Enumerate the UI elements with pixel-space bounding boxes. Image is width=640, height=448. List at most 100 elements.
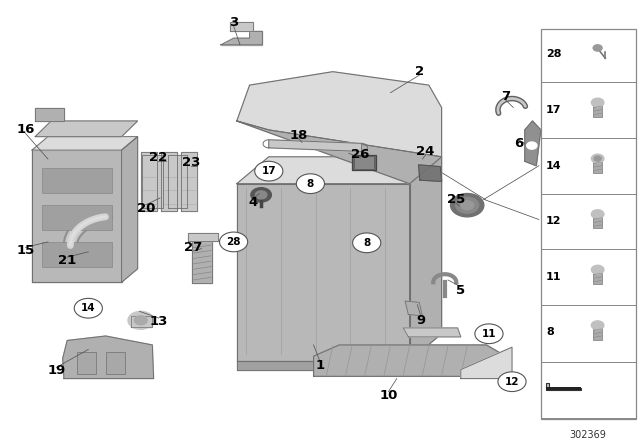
- Circle shape: [591, 154, 604, 163]
- Text: 9: 9: [417, 314, 426, 327]
- Text: 25: 25: [447, 193, 465, 206]
- Circle shape: [353, 233, 381, 253]
- Text: 20: 20: [137, 202, 155, 215]
- Bar: [593, 103, 602, 117]
- Circle shape: [527, 142, 537, 149]
- Text: 4: 4: [248, 196, 257, 209]
- Bar: [106, 352, 125, 374]
- Circle shape: [128, 311, 154, 329]
- Polygon shape: [230, 22, 253, 31]
- Bar: [546, 387, 581, 390]
- Circle shape: [456, 197, 479, 213]
- Circle shape: [594, 156, 601, 161]
- Polygon shape: [142, 155, 163, 208]
- Text: 15: 15: [17, 244, 35, 258]
- Text: 8: 8: [363, 238, 371, 248]
- Text: 12: 12: [546, 216, 561, 226]
- Circle shape: [591, 98, 604, 107]
- Bar: [593, 159, 602, 173]
- Polygon shape: [405, 301, 422, 316]
- Bar: [593, 270, 602, 284]
- Circle shape: [591, 265, 604, 274]
- Bar: [541, 29, 636, 419]
- Circle shape: [591, 210, 604, 219]
- Circle shape: [451, 194, 484, 217]
- Text: 5: 5: [456, 284, 465, 297]
- Text: 13: 13: [150, 315, 168, 328]
- Text: 28: 28: [546, 49, 561, 59]
- Text: 21: 21: [58, 254, 76, 267]
- Text: 10: 10: [380, 388, 397, 402]
- Polygon shape: [63, 336, 154, 379]
- Polygon shape: [237, 361, 410, 370]
- Text: 12: 12: [505, 377, 519, 387]
- Polygon shape: [122, 137, 138, 282]
- Bar: [42, 205, 112, 230]
- Polygon shape: [525, 121, 541, 166]
- Polygon shape: [141, 152, 157, 211]
- Polygon shape: [237, 121, 442, 184]
- Polygon shape: [546, 383, 581, 390]
- Text: 28: 28: [227, 237, 241, 247]
- Polygon shape: [32, 137, 138, 150]
- Text: 3: 3: [229, 16, 238, 29]
- Circle shape: [296, 174, 324, 194]
- Polygon shape: [161, 152, 177, 211]
- Text: 11: 11: [482, 329, 496, 339]
- Circle shape: [134, 316, 147, 325]
- Bar: [42, 242, 112, 267]
- Circle shape: [255, 191, 267, 199]
- Text: 16: 16: [17, 123, 35, 137]
- Polygon shape: [237, 184, 410, 361]
- Text: 17: 17: [262, 166, 276, 176]
- Text: 7: 7: [501, 90, 510, 103]
- Circle shape: [220, 232, 248, 252]
- Text: 19: 19: [47, 364, 65, 378]
- Circle shape: [255, 161, 283, 181]
- Polygon shape: [461, 347, 512, 379]
- Text: 6: 6: [514, 137, 523, 150]
- Polygon shape: [269, 140, 362, 151]
- Polygon shape: [237, 72, 442, 157]
- Polygon shape: [410, 157, 442, 361]
- Text: 8: 8: [307, 179, 314, 189]
- Polygon shape: [352, 155, 376, 170]
- Text: 2: 2: [415, 65, 424, 78]
- Text: 26: 26: [351, 148, 369, 161]
- Polygon shape: [181, 152, 197, 211]
- Polygon shape: [35, 108, 64, 121]
- Polygon shape: [192, 238, 212, 283]
- Polygon shape: [419, 165, 442, 181]
- Text: 1: 1: [316, 358, 324, 372]
- Circle shape: [251, 188, 271, 202]
- Bar: [42, 168, 112, 193]
- Text: 18: 18: [290, 129, 308, 142]
- Polygon shape: [188, 233, 218, 241]
- Bar: [77, 352, 96, 374]
- Polygon shape: [237, 157, 442, 184]
- Circle shape: [74, 298, 102, 318]
- Circle shape: [591, 321, 604, 330]
- Polygon shape: [403, 328, 461, 337]
- Text: 23: 23: [182, 155, 200, 169]
- Text: 11: 11: [546, 272, 561, 282]
- Text: 8: 8: [546, 327, 554, 337]
- Text: 24: 24: [417, 145, 435, 158]
- Circle shape: [475, 324, 503, 344]
- Polygon shape: [168, 155, 187, 208]
- Polygon shape: [131, 316, 152, 327]
- Text: 22: 22: [149, 151, 167, 164]
- Text: 27: 27: [184, 241, 202, 254]
- Circle shape: [498, 372, 526, 392]
- Circle shape: [593, 45, 602, 51]
- Circle shape: [461, 201, 474, 210]
- Bar: [354, 156, 374, 169]
- Text: 302369: 302369: [570, 431, 607, 440]
- Bar: [593, 325, 602, 340]
- Polygon shape: [314, 345, 506, 376]
- Text: 14: 14: [546, 161, 561, 171]
- Polygon shape: [32, 150, 122, 282]
- Bar: [593, 214, 602, 228]
- Text: 14: 14: [81, 303, 95, 313]
- Text: 17: 17: [546, 105, 561, 115]
